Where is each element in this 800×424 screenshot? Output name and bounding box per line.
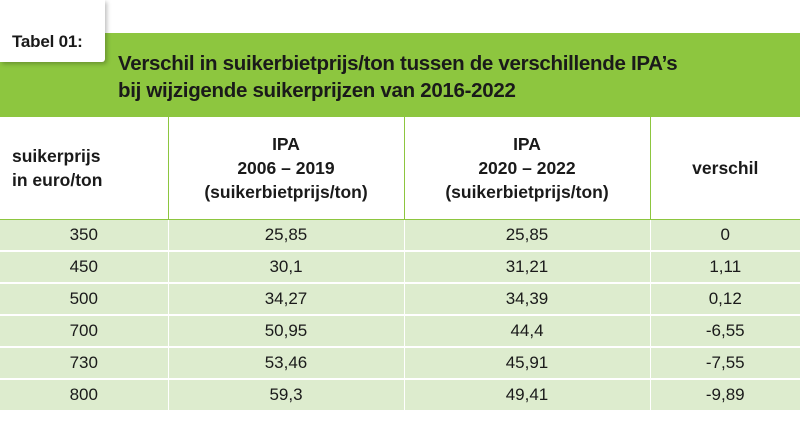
cell-ipa-2006-2019: 53,46 [168,347,405,380]
column-header-line: in euro/ton [12,170,103,190]
cell-suikerprijs: 800 [0,379,169,412]
cell-verschil: 0 [650,219,800,252]
column-header-line: IPA [513,134,541,154]
header-row: suikerprijs in euro/ton IPA 2006 – 2019 … [0,117,800,220]
column-header-line: 2006 – 2019 [237,158,335,178]
cell-suikerprijs: 700 [0,315,169,348]
cell-ipa-2006-2019: 25,85 [168,219,405,252]
table-title-line-1: Verschil in suikerbietprijs/ton tussen d… [118,52,678,75]
cell-verschil: 1,11 [650,251,800,284]
cell-verschil: -9,89 [650,379,800,412]
cell-suikerprijs: 730 [0,347,169,380]
cell-verschil: 0,12 [650,283,800,316]
cell-ipa-2020-2022: 49,41 [404,379,651,412]
cell-ipa-2020-2022: 45,91 [404,347,651,380]
table-row: 800 59,3 49,41 -9,89 [0,379,800,412]
cell-suikerprijs: 450 [0,251,169,284]
table-tag-label: Tabel 01: [12,32,83,51]
column-header-suikerprijs: suikerprijs in euro/ton [0,117,169,220]
cell-verschil: -6,55 [650,315,800,348]
cell-ipa-2006-2019: 30,1 [168,251,405,284]
column-header-ipa-2006-2019: IPA 2006 – 2019 (suikerbietprijs/ton) [168,117,405,220]
column-header-line: verschil [692,158,759,178]
column-header-line: 2020 – 2022 [478,158,576,178]
column-header-verschil: verschil [650,117,800,220]
table-row: 450 30,1 31,21 1,11 [0,251,800,284]
cell-ipa-2020-2022: 44,4 [404,315,651,348]
column-header-line: IPA [272,134,300,154]
cell-ipa-2006-2019: 50,95 [168,315,405,348]
cell-ipa-2006-2019: 59,3 [168,379,405,412]
table-title: Verschil in suikerbietprijs/ton tussen d… [118,50,788,104]
table-row: 500 34,27 34,39 0,12 [0,283,800,316]
cell-ipa-2006-2019: 34,27 [168,283,405,316]
cell-suikerprijs: 500 [0,283,169,316]
title-band [0,33,800,117]
column-header-line: (suikerbietprijs/ton) [204,182,368,202]
column-header-ipa-2020-2022: IPA 2020 – 2022 (suikerbietprijs/ton) [404,117,651,220]
table-row: 350 25,85 25,85 0 [0,219,800,252]
column-header-line: (suikerbietprijs/ton) [445,182,609,202]
data-table: suikerprijs in euro/ton IPA 2006 – 2019 … [0,117,800,412]
cell-ipa-2020-2022: 25,85 [404,219,651,252]
table-row: 730 53,46 45,91 -7,55 [0,347,800,380]
cell-verschil: -7,55 [650,347,800,380]
table-title-line-2: bij wijzigende suikerprijzen van 2016-20… [118,79,516,102]
table-tag: Tabel 01: [0,0,105,62]
cell-ipa-2020-2022: 31,21 [404,251,651,284]
cell-suikerprijs: 350 [0,219,169,252]
cell-ipa-2020-2022: 34,39 [404,283,651,316]
column-header-line: suikerprijs [12,146,101,166]
table-row: 700 50,95 44,4 -6,55 [0,315,800,348]
